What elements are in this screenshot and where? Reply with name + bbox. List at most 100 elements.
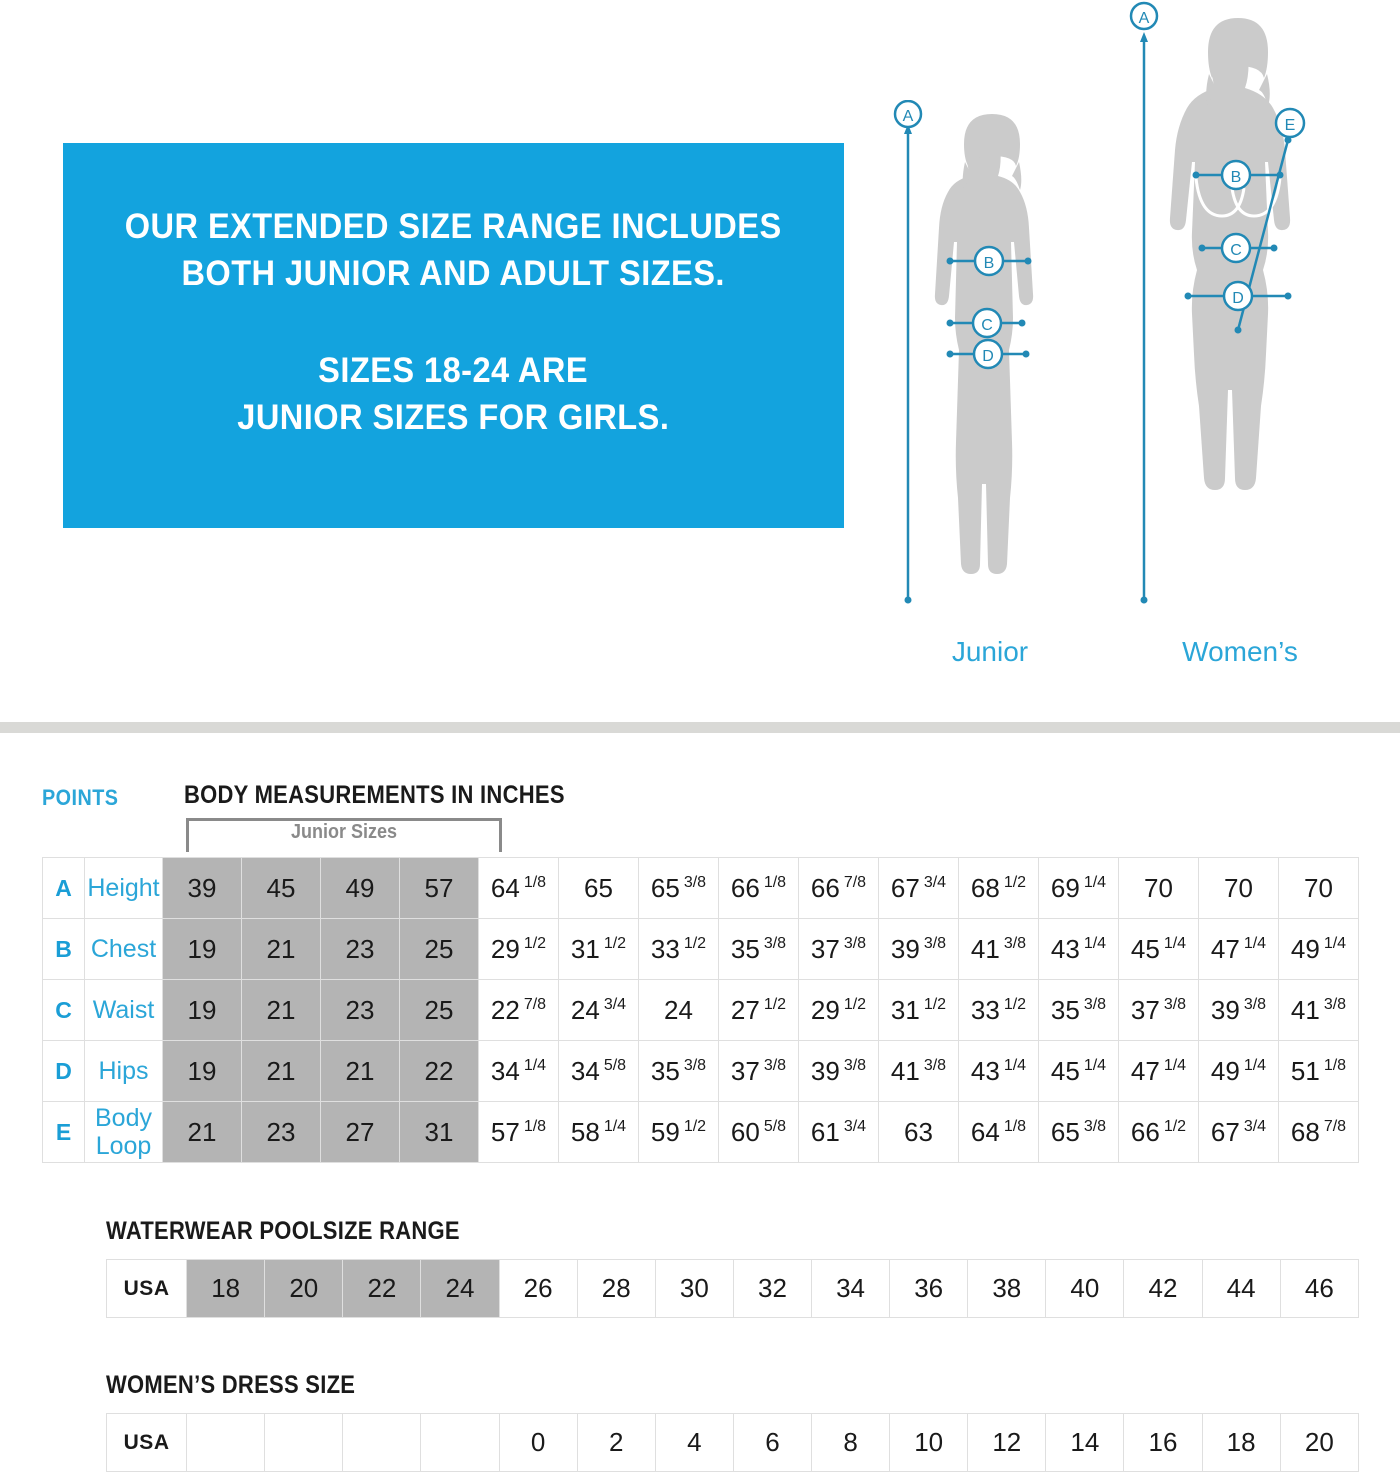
junior-value-cell: 21 <box>162 1101 242 1163</box>
measurement-value: 35 3/8 <box>731 934 786 964</box>
adult-value-cell: 70 <box>1198 857 1279 919</box>
measurement-value: 65 <box>584 873 613 903</box>
value-fraction: 3/4 <box>923 873 947 891</box>
measurement-value: 49 1/4 <box>1291 934 1346 964</box>
measurement-value: 33 1/2 <box>971 995 1026 1025</box>
adult-value-cell: 68 1/2 <box>958 857 1039 919</box>
junior-value-cell: 45 <box>241 857 321 919</box>
value-fraction: 5/8 <box>763 1117 787 1135</box>
value-whole: 66 <box>1130 1116 1160 1147</box>
adult-value-cell: 35 3/8 <box>1038 979 1119 1041</box>
adult-value-cell: 67 3/4 <box>878 857 959 919</box>
value-whole: 39 <box>810 1055 840 1086</box>
point-letter: C <box>42 979 85 1041</box>
value-fraction: 1/4 <box>1243 1056 1267 1074</box>
table-row: D Hips 19 21 21 22 34 1/4 34 5/8 35 3/8 37 3/8 39 3/8 41… <box>42 1040 1359 1102</box>
value-whole: 37 <box>730 1055 760 1086</box>
table-row: E Body Loop 21 23 27 31 57 1/8 58 1/4 59 1/2 60 5/8 61… <box>42 1101 1359 1163</box>
measurement-value: 70 <box>1224 873 1253 903</box>
adult-value-cell: 66 1/8 <box>718 857 799 919</box>
value-whole: 70 <box>1224 872 1253 903</box>
svg-text:C: C <box>1230 242 1242 259</box>
junior-sizes-label: Junior Sizes <box>290 821 398 843</box>
adult-value-cell: 49 1/4 <box>1278 918 1359 980</box>
adult-value-cell: 33 1/2 <box>958 979 1039 1041</box>
value-whole: 43 <box>1050 933 1080 964</box>
value-whole: 65 <box>650 872 680 903</box>
value-fraction: 1/4 <box>1083 873 1107 891</box>
junior-value-cell: 21 <box>241 979 321 1041</box>
marker-e-badge: E <box>1274 107 1306 139</box>
measurement-value: 41 3/8 <box>1291 995 1346 1025</box>
adult-value-cell: 45 1/4 <box>1118 918 1199 980</box>
points-header: POINTS <box>42 785 119 810</box>
junior-value-cell: 39 <box>162 857 242 919</box>
table-row: A Height 39 45 49 57 64 1/8 65 65 3/8 66 1/8 66 7/8 67 3… <box>42 857 1359 919</box>
junior-value-cell: 19 <box>162 1040 242 1102</box>
adult-value-cell: 37 3/8 <box>718 1040 799 1102</box>
value-whole: 35 <box>730 933 760 964</box>
measurement-label: Chest <box>84 918 163 980</box>
junior-value-cell: 49 <box>320 857 400 919</box>
adult-value-cell: 47 1/4 <box>1118 1040 1199 1102</box>
measurement-value: 35 3/8 <box>1051 995 1106 1025</box>
junior-value-cell: 31 <box>399 1101 479 1163</box>
measurement-value: 60 5/8 <box>731 1117 786 1147</box>
poolsize-title: WATERWEAR POOLSIZE RANGE <box>106 1217 460 1245</box>
value-fraction: 3/8 <box>683 1056 707 1074</box>
value-whole: 65 <box>1050 1116 1080 1147</box>
value-whole: 34 <box>490 1055 520 1086</box>
measurement-value: 70 <box>1304 873 1333 903</box>
value-whole: 37 <box>810 933 840 964</box>
adult-size-cell: 34 <box>810 1259 891 1318</box>
adult-value-cell: 66 7/8 <box>798 857 879 919</box>
measurement-value: 37 3/8 <box>811 934 866 964</box>
adult-value-cell: 41 3/8 <box>958 918 1039 980</box>
adult-value-cell: 58 1/4 <box>558 1101 639 1163</box>
marker-b-chest: B <box>946 245 1032 277</box>
value-fraction: 7/8 <box>843 873 867 891</box>
adult-size-cell: 38 <box>967 1259 1047 1318</box>
marker-a-badge: A <box>1129 1 1159 31</box>
svg-text:C: C <box>981 317 993 334</box>
value-fraction: 3/8 <box>683 873 707 891</box>
adult-size-cell: 0 <box>498 1413 578 1472</box>
adult-value-cell: 70 <box>1118 857 1199 919</box>
adult-value-cell: 41 3/8 <box>1278 979 1359 1041</box>
adult-value-cell: 34 5/8 <box>558 1040 639 1102</box>
measurement-value: 59 1/2 <box>651 1117 706 1147</box>
section-divider <box>0 722 1400 733</box>
value-whole: 35 <box>1050 994 1080 1025</box>
measurement-label: Body Loop <box>84 1101 163 1163</box>
measurement-value: 47 1/4 <box>1131 1056 1186 1086</box>
adult-size-cell: 20 <box>1279 1413 1360 1472</box>
adult-value-cell: 45 1/4 <box>1038 1040 1119 1102</box>
measurement-value: 31 1/2 <box>571 934 626 964</box>
adult-value-cell: 47 1/4 <box>1198 918 1279 980</box>
measurement-value: 47 1/4 <box>1211 934 1266 964</box>
value-whole: 33 <box>970 994 1000 1025</box>
measurement-value: 33 1/2 <box>651 934 706 964</box>
adult-value-cell: 33 1/2 <box>638 918 719 980</box>
adult-size-cell: 46 <box>1279 1259 1360 1318</box>
adult-value-cell: 35 3/8 <box>638 1040 719 1102</box>
value-fraction: 3/8 <box>1083 995 1107 1013</box>
value-whole: 66 <box>730 872 760 903</box>
value-whole: 39 <box>890 933 920 964</box>
value-fraction: 1/4 <box>1163 934 1187 952</box>
promo-banner: OUR EXTENDED SIZE RANGE INCLUDES BOTH JU… <box>63 143 844 528</box>
value-whole: 49 <box>1210 1055 1240 1086</box>
banner-line-4: JUNIOR SIZES FOR GIRLS. <box>237 398 670 437</box>
junior-size-cell: 18 <box>186 1259 266 1318</box>
adult-value-cell: 31 1/2 <box>558 918 639 980</box>
value-fraction: 3/8 <box>843 934 867 952</box>
value-whole: 47 <box>1130 1055 1160 1086</box>
adult-value-cell: 24 <box>638 979 719 1041</box>
junior-size-cell <box>342 1413 422 1472</box>
adult-value-cell: 64 1/8 <box>478 857 559 919</box>
adult-size-cell: 44 <box>1201 1259 1281 1318</box>
value-whole: 60 <box>730 1116 760 1147</box>
table-row: USA 18 20 22 24 26 28 30 32 34 36 38 40 42 44 46 <box>105 1259 1360 1318</box>
measurement-label: Hips <box>84 1040 163 1102</box>
value-fraction: 1/8 <box>1323 1056 1347 1074</box>
